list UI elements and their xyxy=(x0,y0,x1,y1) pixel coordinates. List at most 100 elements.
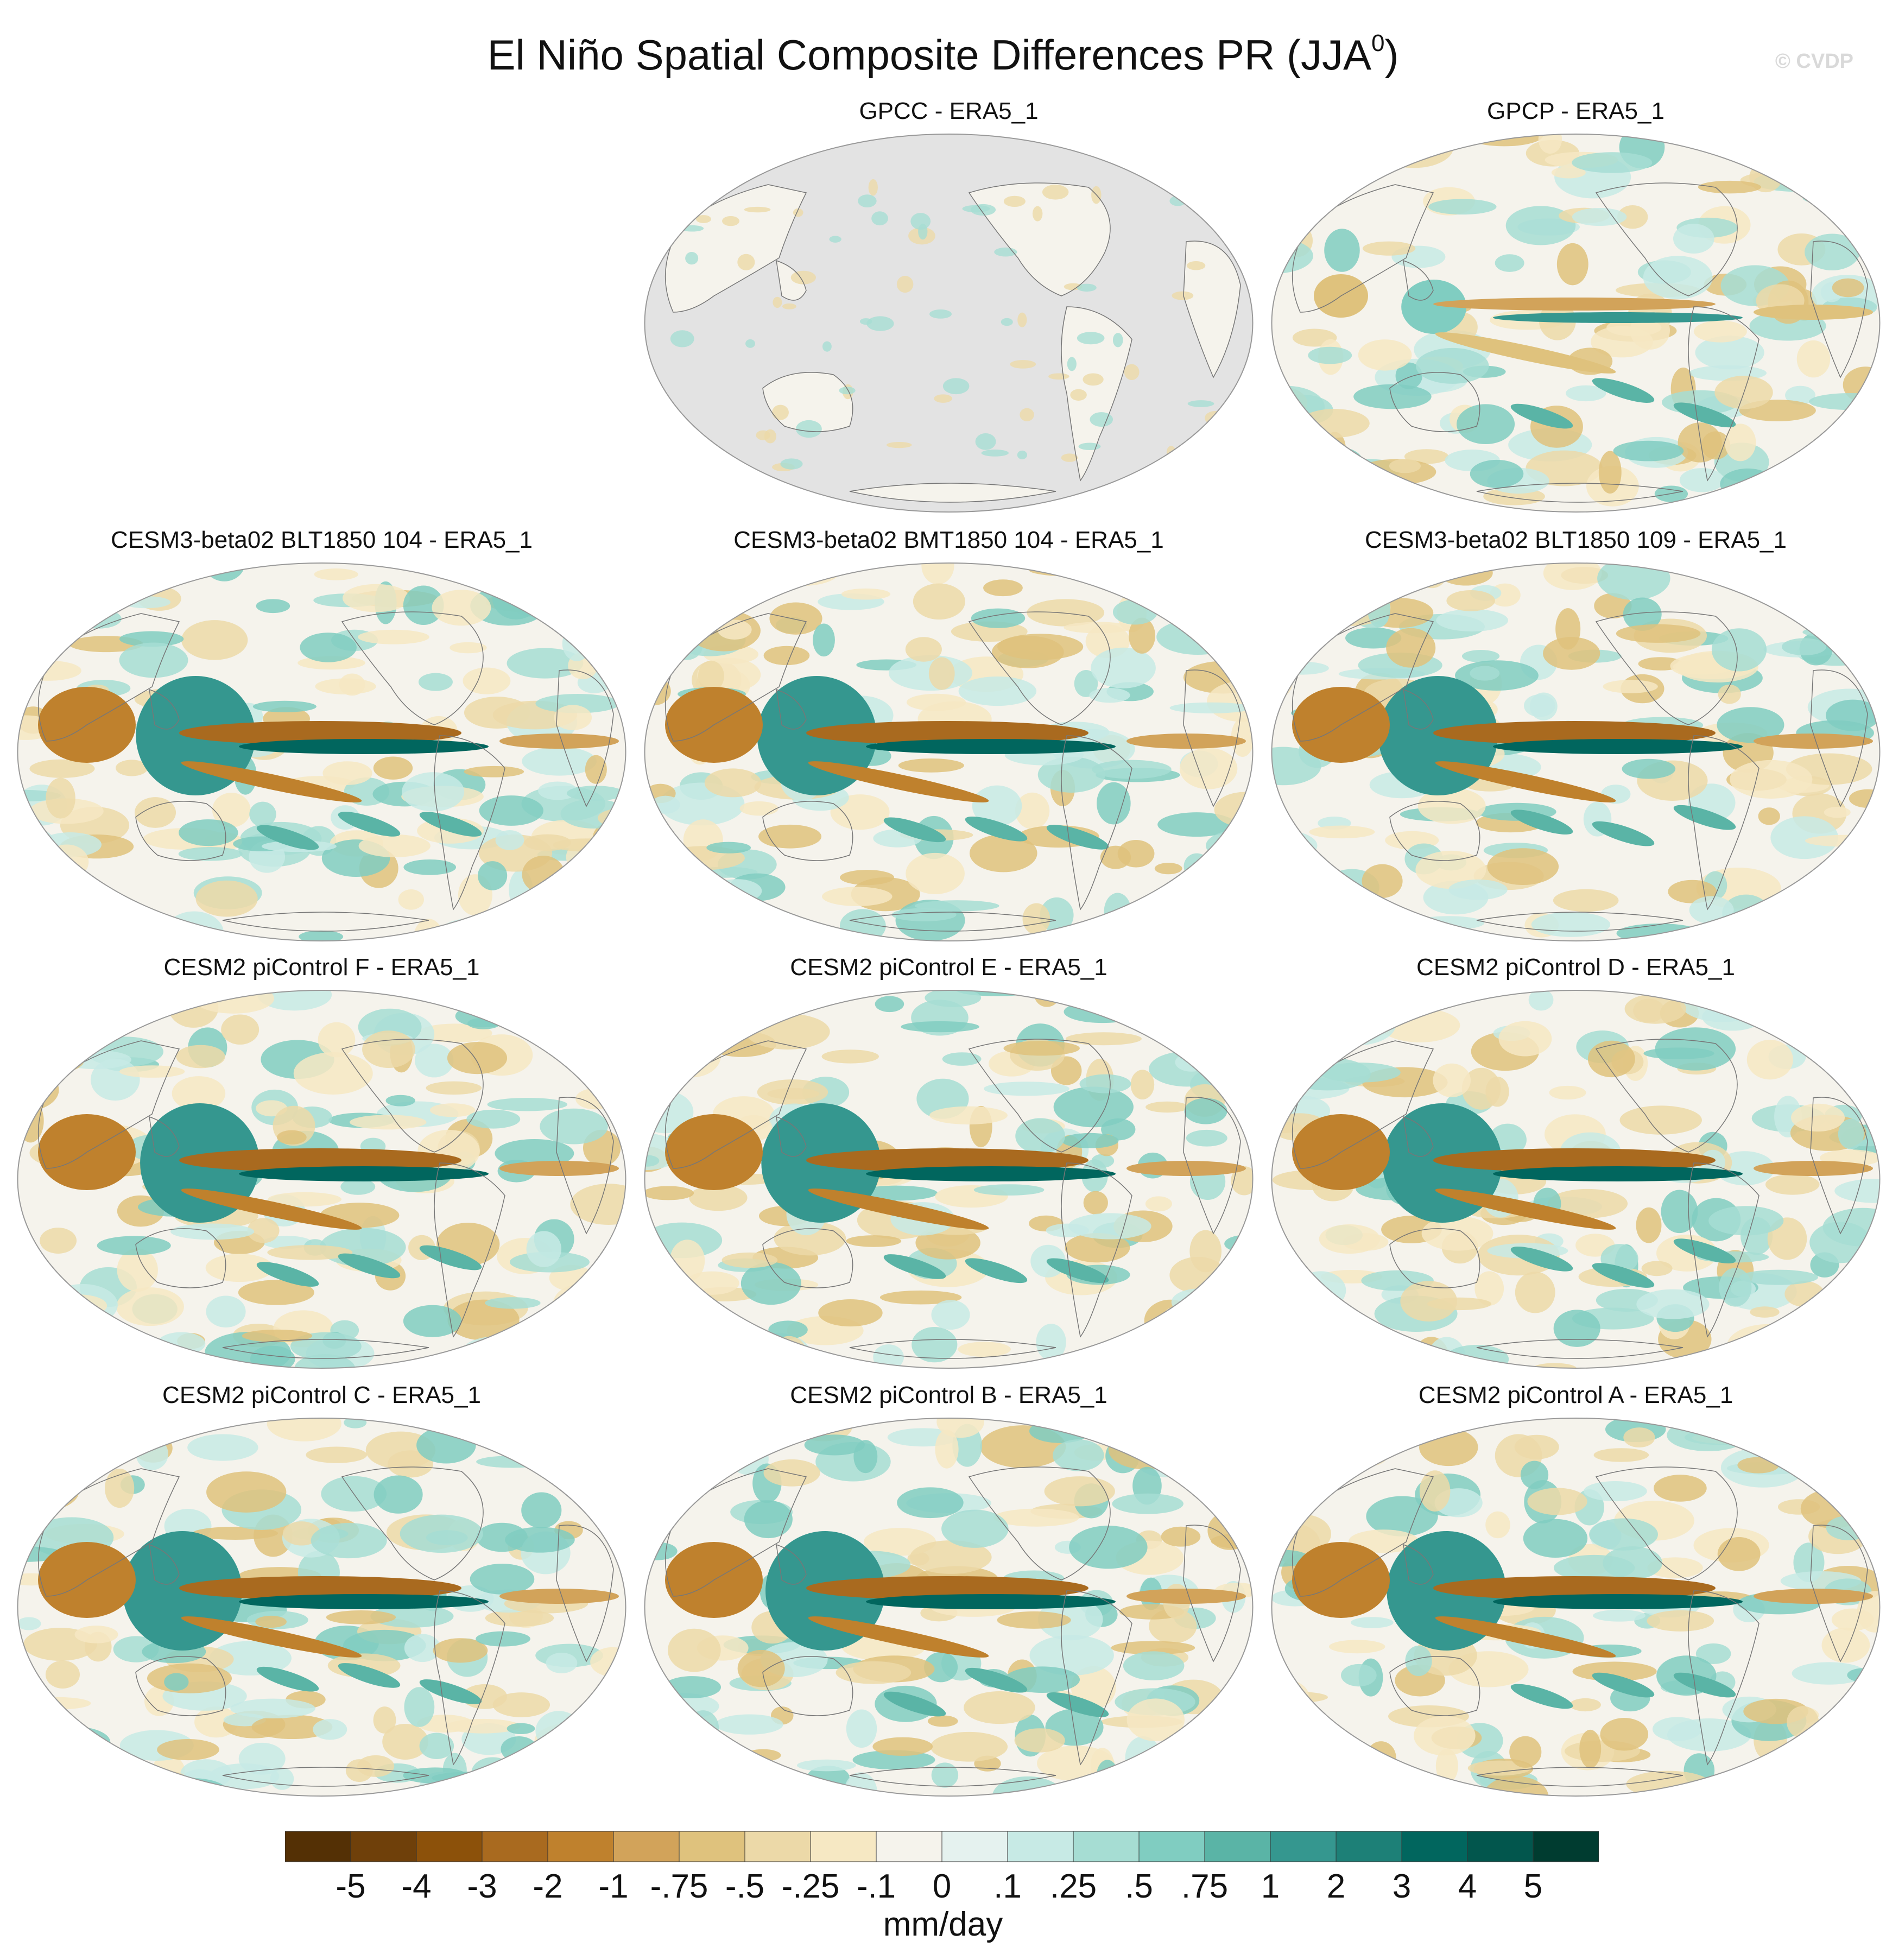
anomaly-blob xyxy=(1572,152,1653,173)
anomaly-blob xyxy=(737,1649,785,1687)
map-panel: CESM2 piControl A - ERA5_1 xyxy=(1265,1379,1886,1808)
anomaly-blob xyxy=(580,610,626,625)
anomaly-blob xyxy=(964,1691,1035,1724)
anomaly-blob xyxy=(463,667,511,694)
anomaly-blob xyxy=(373,756,413,780)
coastline xyxy=(1389,1656,1480,1716)
colorbar-box xyxy=(482,1831,548,1862)
anomaly-blob xyxy=(1037,757,1105,793)
anomaly-blob xyxy=(1493,739,1743,754)
anomaly-blob xyxy=(1838,1741,1880,1775)
anomaly-blob xyxy=(478,861,508,890)
anomaly-blob xyxy=(1419,1428,1478,1466)
anomaly-blob xyxy=(433,1638,488,1663)
anomaly-blob xyxy=(1579,1729,1602,1768)
anomaly-blob xyxy=(704,768,762,798)
anomaly-blob xyxy=(1594,593,1632,619)
anomaly-blob xyxy=(1641,1261,1673,1276)
anomaly-blob xyxy=(1514,1434,1559,1459)
anomaly-blob xyxy=(419,1679,482,1704)
anomaly-blob xyxy=(1293,195,1328,214)
coastline xyxy=(968,611,1111,725)
anomaly-blob xyxy=(151,563,209,580)
anomaly-blob xyxy=(1724,423,1756,461)
anomaly-blob xyxy=(85,928,136,941)
anomaly-blob xyxy=(479,795,543,826)
coastline xyxy=(849,1339,1056,1359)
anomaly-blob xyxy=(734,1418,801,1440)
coastline xyxy=(1389,1228,1480,1288)
map-panel: GPCC - ERA5_1 xyxy=(638,95,1260,524)
anomaly-blob xyxy=(251,1715,333,1740)
anomaly-blob xyxy=(181,1616,362,1658)
anomaly-blob xyxy=(404,1687,435,1727)
land-area xyxy=(1184,241,1241,377)
anomaly-blob xyxy=(120,1351,167,1368)
anomaly-blob xyxy=(901,1021,979,1033)
anomaly-blob xyxy=(1083,373,1104,386)
anomaly-blob xyxy=(1828,990,1865,1029)
anomaly-blob xyxy=(570,1184,626,1225)
anomaly-blob xyxy=(471,1757,514,1788)
anomaly-blob xyxy=(1001,318,1013,326)
title-text: El Niño Spatial Composite Differences PR… xyxy=(487,31,1372,79)
anomaly-blob xyxy=(1337,1342,1407,1368)
coastline xyxy=(1403,1544,1434,1585)
anomaly-blob xyxy=(382,1723,429,1760)
anomaly-blob xyxy=(179,721,461,745)
anomaly-blob xyxy=(267,1245,353,1260)
map-panel: CESM2 piControl B - ERA5_1 xyxy=(638,1379,1260,1808)
anomaly-blob xyxy=(23,1697,91,1710)
anomaly-blob xyxy=(370,1604,454,1628)
anomaly-blob xyxy=(495,1139,574,1168)
colorbar-tick-label: .1 xyxy=(993,1868,1022,1905)
anomaly-blob xyxy=(257,990,332,1011)
anomaly-blob xyxy=(898,758,964,773)
land-area xyxy=(969,183,1110,296)
coastline xyxy=(135,1228,226,1288)
anomaly-blob xyxy=(1308,346,1352,364)
anomaly-blob xyxy=(1032,206,1043,222)
anomaly-blob xyxy=(936,1418,984,1438)
anomaly-blob xyxy=(402,772,465,812)
anomaly-blob xyxy=(532,1011,610,1046)
anomaly-blob xyxy=(1107,1784,1144,1796)
anomaly-blob xyxy=(1857,235,1880,249)
anomaly-blob xyxy=(910,1540,992,1574)
anomaly-blob xyxy=(255,1615,287,1628)
anomaly-blob xyxy=(17,1772,45,1792)
anomaly-blob xyxy=(1723,134,1808,150)
panel-title: CESM2 piControl B - ERA5_1 xyxy=(790,1382,1107,1408)
anomaly-blob xyxy=(1184,853,1210,880)
anomaly-blob xyxy=(45,1660,80,1689)
anomaly-blob xyxy=(796,1759,856,1772)
colorbar-tick-label: -1 xyxy=(598,1868,629,1905)
anomaly-blob xyxy=(538,781,578,800)
anomaly-blob xyxy=(1169,702,1252,713)
anomaly-blob xyxy=(1433,1063,1471,1098)
anomaly-blob xyxy=(1583,1481,1647,1502)
anomaly-blob xyxy=(1524,694,1555,717)
anomaly-blob xyxy=(1106,925,1181,941)
anomaly-blob xyxy=(116,1287,184,1326)
anomaly-blob xyxy=(1309,825,1375,839)
coastline xyxy=(1061,1162,1132,1338)
anomaly-blob xyxy=(238,1280,314,1305)
anomaly-blob xyxy=(1812,577,1876,615)
anomaly-blob xyxy=(1301,468,1357,486)
anomaly-blob xyxy=(340,1178,376,1195)
anomaly-blob xyxy=(373,1706,396,1734)
anomaly-blob xyxy=(1145,1101,1189,1113)
anomaly-blob xyxy=(54,1761,91,1782)
anomaly-blob xyxy=(883,1691,946,1717)
anomaly-blob xyxy=(1123,1651,1185,1680)
anomaly-blob xyxy=(17,660,81,681)
anomaly-blob xyxy=(553,1284,607,1326)
anomaly-blob xyxy=(1274,1050,1311,1088)
map-outline xyxy=(17,562,626,941)
anomaly-blob xyxy=(1231,1166,1253,1196)
anomaly-blob xyxy=(1566,385,1606,402)
robinson-map xyxy=(644,134,1254,513)
robinson-map xyxy=(644,562,1254,941)
anomaly-blob xyxy=(17,1362,84,1368)
